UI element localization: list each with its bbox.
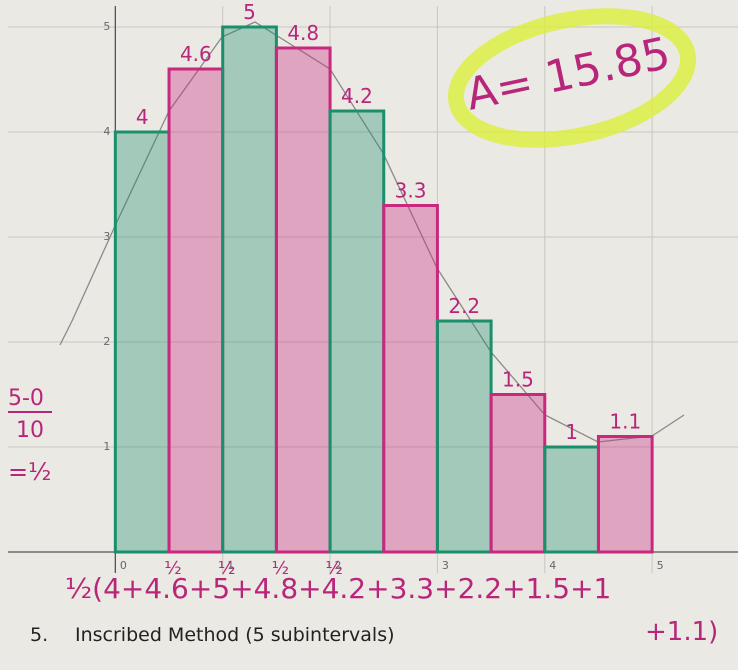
value-label: 3.3 bbox=[395, 179, 427, 203]
width-result: =½ bbox=[8, 458, 51, 486]
x-tick-label: 3 bbox=[442, 559, 449, 572]
width-label: ½ bbox=[325, 558, 342, 579]
value-label: 5 bbox=[243, 0, 256, 24]
value-label: 1.5 bbox=[502, 368, 534, 392]
x-tick-label: 2 bbox=[335, 559, 342, 572]
bar bbox=[435, 319, 493, 554]
bar bbox=[489, 393, 547, 554]
sum-line: ½(4+4.6+5+4.8+4.2+3.3+2.2+1.5+1 bbox=[65, 572, 611, 605]
value-label: 4.2 bbox=[341, 84, 373, 108]
bar bbox=[274, 46, 332, 554]
width-label: ½ bbox=[164, 558, 181, 579]
value-label: 1 bbox=[565, 420, 578, 444]
problem-text: Inscribed Method (5 subintervals) bbox=[75, 624, 395, 646]
y-tick-label: 3 bbox=[103, 230, 110, 243]
value-label: 2.2 bbox=[448, 294, 480, 318]
sum-line: +1.1) bbox=[645, 617, 718, 647]
value-label: 4 bbox=[136, 105, 149, 129]
width-label: ½ bbox=[218, 558, 235, 579]
x-tick-label: 5 bbox=[657, 559, 664, 572]
bar bbox=[328, 109, 386, 554]
bar bbox=[221, 25, 278, 554]
bar bbox=[113, 130, 171, 554]
value-label: 4.8 bbox=[287, 21, 319, 45]
x-tick-label: 1 bbox=[227, 559, 234, 572]
highlight bbox=[447, 8, 697, 148]
width-numerator: 5-0 bbox=[8, 386, 44, 411]
y-tick-label: 1 bbox=[103, 440, 110, 453]
bar bbox=[596, 435, 654, 554]
bar bbox=[167, 67, 225, 554]
bar bbox=[382, 204, 439, 554]
value-label: 1.1 bbox=[609, 410, 641, 434]
y-tick-label: 4 bbox=[103, 125, 110, 138]
y-tick-label: 5 bbox=[103, 20, 110, 33]
width-denominator: 10 bbox=[16, 418, 44, 443]
bar bbox=[543, 445, 600, 554]
value-label: 4.6 bbox=[180, 42, 212, 66]
x-tick-label: 0 bbox=[120, 559, 127, 572]
width-label: ½ bbox=[272, 558, 289, 579]
bars: 4 4.6 5 4.8 4.2 3.3 2.2 1.5 1 1.1 bbox=[113, 0, 654, 554]
problem-number: 5. bbox=[30, 624, 48, 646]
x-tick-label: 4 bbox=[549, 559, 556, 572]
y-tick-label: 2 bbox=[103, 335, 110, 348]
